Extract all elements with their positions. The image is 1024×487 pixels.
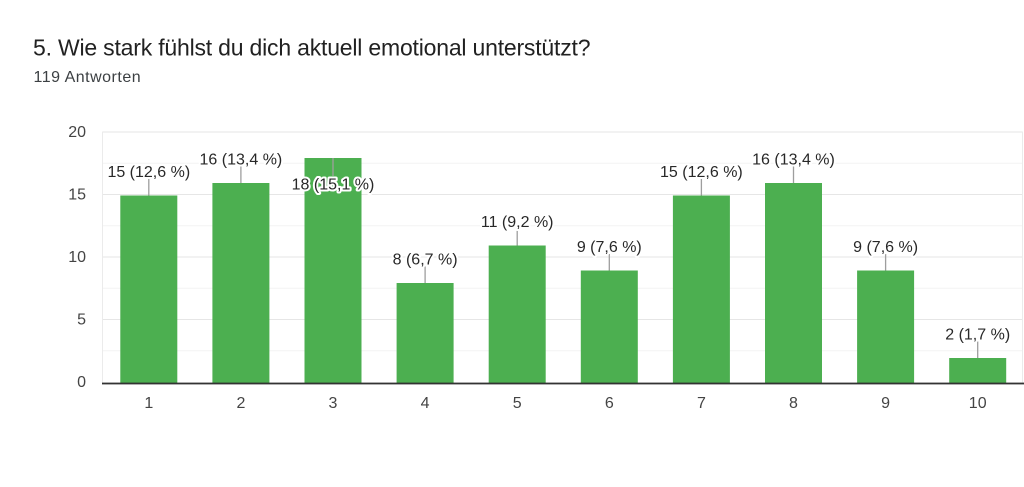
svg-text:15: 15 [68,187,86,204]
svg-text:10: 10 [68,249,86,266]
svg-text:10: 10 [969,395,987,412]
svg-text:18 (15,1 %): 18 (15,1 %) [292,176,375,193]
svg-text:0: 0 [77,374,86,391]
svg-text:1: 1 [144,395,153,412]
svg-text:5. Wie stark fühlst du dich ak: 5. Wie stark fühlst du dich aktuell emot… [33,35,590,61]
svg-text:7: 7 [697,395,706,412]
svg-text:6: 6 [605,395,614,412]
svg-text:3: 3 [329,395,338,412]
svg-text:8 (6,7 %): 8 (6,7 %) [393,252,458,269]
svg-text:9 (7,6 %): 9 (7,6 %) [577,239,642,256]
svg-text:2: 2 [236,395,245,412]
svg-text:9 (7,6 %): 9 (7,6 %) [853,239,918,256]
svg-text:5: 5 [77,312,86,329]
svg-text:11 (9,2 %): 11 (9,2 %) [481,214,554,231]
svg-text:4: 4 [421,395,430,412]
svg-text:15 (12,6 %): 15 (12,6 %) [660,164,743,181]
svg-text:5: 5 [513,395,522,412]
svg-text:16 (13,4 %): 16 (13,4 %) [200,152,283,169]
svg-text:20: 20 [68,124,86,141]
svg-text:16 (13,4 %): 16 (13,4 %) [752,152,835,169]
svg-text:9: 9 [881,395,890,412]
svg-text:15 (12,6 %): 15 (12,6 %) [107,164,190,181]
svg-text:119 Antworten: 119 Antworten [34,69,142,86]
svg-text:2 (1,7 %): 2 (1,7 %) [945,327,1010,344]
svg-text:8: 8 [789,395,798,412]
